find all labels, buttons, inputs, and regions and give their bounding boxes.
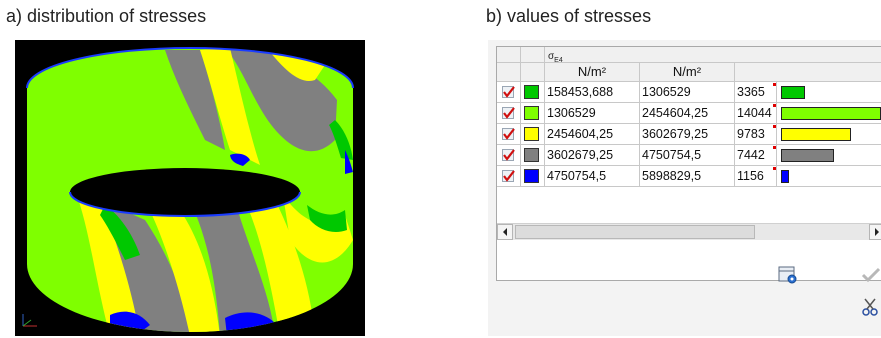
cell-marker: [773, 125, 776, 128]
band-gray: [185, 190, 275, 332]
element-count-value: 3365: [735, 82, 777, 103]
table-row[interactable]: 158453,688 1306529 3365: [497, 82, 881, 103]
stress-distribution-view[interactable]: [15, 40, 365, 336]
band-yellow: [145, 200, 220, 332]
checked-box-icon: [503, 149, 515, 161]
scroll-left-button[interactable]: [497, 224, 513, 240]
element-count-value: 14044: [735, 103, 777, 124]
band-green: [100, 205, 140, 260]
distribution-bar: [781, 107, 881, 120]
horizontal-scrollbar[interactable]: [497, 223, 881, 240]
color-swatch[interactable]: [524, 169, 539, 183]
cell-marker: [773, 83, 776, 86]
band-blue: [230, 153, 250, 166]
row-visibility-checkbox[interactable]: [502, 107, 515, 119]
table-settings-button[interactable]: [777, 264, 799, 286]
range-to-value[interactable]: 3602679,25: [640, 124, 735, 145]
band-yellow: [270, 48, 325, 81]
table-row[interactable]: 1306529 2454604,25 14044: [497, 103, 881, 124]
table-row[interactable]: 2454604,25 3602679,25 9783: [497, 124, 881, 145]
arrow-right-icon: [875, 228, 879, 236]
color-swatch[interactable]: [524, 148, 539, 162]
cell-marker: [773, 146, 776, 149]
color-swatch[interactable]: [524, 106, 539, 120]
range-to-value[interactable]: 2454604,25: [640, 103, 735, 124]
element-count-value: 1156: [735, 166, 777, 187]
range-from-value[interactable]: 3602679,25: [545, 145, 640, 166]
color-swatch[interactable]: [524, 127, 539, 141]
scroll-right-button[interactable]: [869, 224, 881, 240]
band-yellow: [240, 190, 315, 332]
row-visibility-checkbox[interactable]: [502, 170, 515, 182]
caption-distribution: a) distribution of stresses: [6, 6, 207, 26]
element-count-value: 9783: [735, 124, 777, 145]
ok-button[interactable]: [860, 264, 881, 286]
range-to-value[interactable]: 1306529: [640, 82, 735, 103]
cut-button[interactable]: [860, 296, 881, 318]
cell-marker: [773, 104, 776, 107]
distribution-bar: [781, 86, 805, 99]
column-header-count[interactable]: [735, 63, 881, 82]
band-yellow: [283, 195, 353, 263]
checked-box-icon: [503, 86, 515, 98]
table-row[interactable]: 3602679,25 4750754,5 7442: [497, 145, 881, 166]
range-from-value[interactable]: 1306529: [545, 103, 640, 124]
band-green: [329, 120, 353, 160]
band-yellow: [200, 48, 260, 165]
scissors-icon: [862, 298, 878, 316]
caption-values: b) values of stresses: [486, 6, 652, 26]
cell-marker: [773, 167, 776, 170]
stress-table: σE4 N/m² N/m² 158453,688 1306529 3365 13065…: [496, 46, 881, 281]
checkmark-icon: [861, 267, 881, 283]
band-yellow: [75, 190, 140, 332]
range-to-value[interactable]: 5898829,5: [640, 166, 735, 187]
scrollbar-thumb[interactable]: [515, 225, 755, 239]
ring-cavity: [70, 168, 300, 216]
sigma-header: σE4: [545, 47, 881, 64]
range-from-value[interactable]: 4750754,5: [545, 166, 640, 187]
stress-values-panel: σE4 N/m² N/m² 158453,688 1306529 3365 13065…: [488, 40, 881, 336]
column-header-to[interactable]: N/m²: [640, 63, 735, 82]
table-row[interactable]: 4750754,5 5898829,5 1156: [497, 166, 881, 187]
distribution-bar: [781, 149, 834, 162]
band-gray: [165, 50, 225, 150]
table-header-units: N/m² N/m²: [497, 63, 881, 82]
checked-box-icon: [503, 107, 515, 119]
band-blue: [345, 150, 353, 174]
range-to-value[interactable]: 4750754,5: [640, 145, 735, 166]
column-header-from[interactable]: N/m²: [545, 63, 640, 82]
checked-box-icon: [503, 170, 515, 182]
element-count-value: 7442: [735, 145, 777, 166]
color-swatch[interactable]: [524, 85, 539, 99]
range-from-value[interactable]: 2454604,25: [545, 124, 640, 145]
distribution-bar: [781, 128, 851, 141]
table-settings-icon: [778, 266, 797, 284]
range-from-value[interactable]: 158453,688: [545, 82, 640, 103]
row-visibility-checkbox[interactable]: [502, 86, 515, 98]
row-visibility-checkbox[interactable]: [502, 149, 515, 161]
row-visibility-checkbox[interactable]: [502, 128, 515, 140]
axis-triad-icon: [22, 314, 37, 327]
checked-box-icon: [503, 128, 515, 140]
band-green: [307, 205, 347, 232]
arrow-left-icon: [503, 228, 507, 236]
distribution-bar: [781, 170, 789, 183]
table-header-top: σE4: [497, 47, 881, 64]
